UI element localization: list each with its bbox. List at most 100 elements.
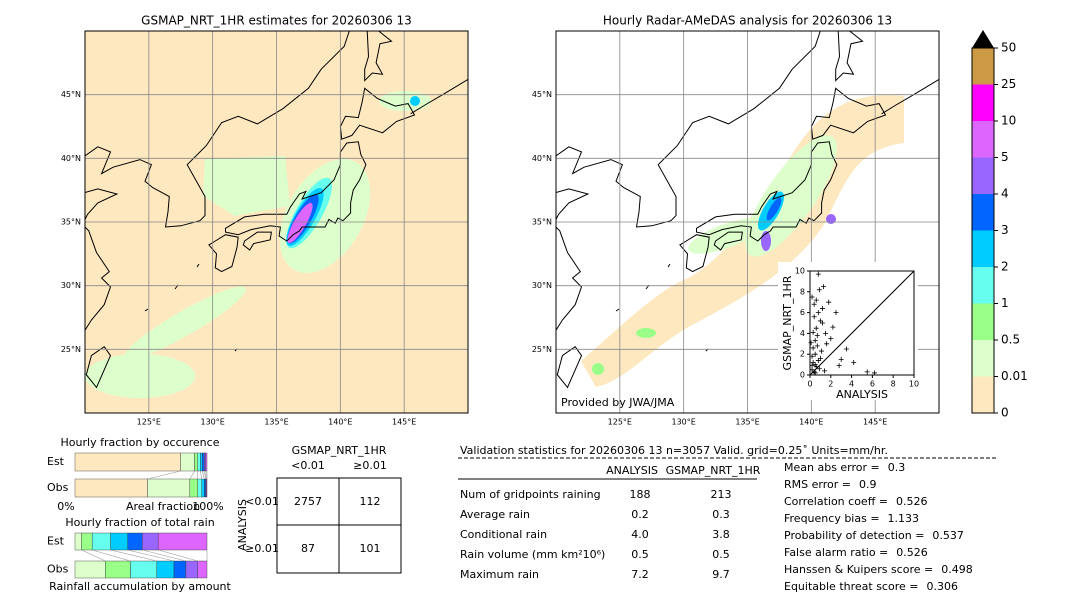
scatter-point bbox=[824, 341, 830, 347]
x-tick-label: 8 bbox=[891, 380, 896, 389]
bar-segment bbox=[91, 532, 111, 551]
stats-column: ANALYSIS bbox=[606, 464, 658, 477]
guide-line bbox=[92, 549, 131, 562]
score-label: Hanssen & Kuipers score = bbox=[784, 563, 933, 576]
score-line: Hanssen & Kuipers score = 0.498 bbox=[784, 563, 973, 576]
bar-segment bbox=[147, 478, 191, 498]
scatter-point bbox=[809, 353, 815, 359]
score-value: 0.3 bbox=[888, 461, 906, 474]
score-label: Correlation coeff = bbox=[784, 495, 888, 508]
stats-value: 4.0 bbox=[631, 528, 649, 541]
lon-tick-label: 145°E bbox=[863, 418, 887, 427]
scatter-point bbox=[864, 369, 870, 375]
bar-segment bbox=[200, 452, 203, 472]
lon-tick-label: 145°E bbox=[392, 418, 416, 427]
guide-line bbox=[110, 549, 157, 562]
colorbar-extend bbox=[972, 30, 994, 48]
scatter-point bbox=[816, 366, 822, 372]
stats-value: 0.3 bbox=[712, 508, 730, 521]
map-estimates: GSMAP_NRT_1HR estimates for 20260306 13 4… bbox=[61, 14, 469, 427]
lat-tick-label: 25°N bbox=[532, 345, 552, 354]
score-value: 0.526 bbox=[896, 546, 928, 559]
x-tick-label: 6 bbox=[870, 380, 875, 389]
x-tick-label: 0 bbox=[807, 380, 812, 389]
bar-segment bbox=[206, 478, 208, 498]
stats-row-label: Maximum rain bbox=[460, 568, 539, 581]
scatter-point bbox=[838, 356, 844, 362]
score-line: Correlation coeff = 0.526 bbox=[784, 495, 928, 508]
stats-value: 0.5 bbox=[712, 548, 730, 561]
lon-tick-label: 135°E bbox=[735, 418, 759, 427]
colorbar-segment bbox=[972, 48, 994, 85]
score-line: RMS error = 0.9 bbox=[784, 478, 876, 491]
stats-value: 9.7 bbox=[712, 568, 730, 581]
scatter-point bbox=[822, 368, 828, 374]
col-label: <0.01 bbox=[291, 459, 325, 472]
score-value: 0.526 bbox=[896, 495, 928, 508]
row-label: <0.01 bbox=[245, 495, 279, 508]
colorbar-segment bbox=[972, 157, 994, 194]
scatter-point bbox=[826, 299, 832, 305]
row-title: ANALYSIS bbox=[236, 499, 249, 551]
stats-title: Validation statistics for 20260306 13 n=… bbox=[460, 444, 888, 457]
table-cell: 2757 bbox=[294, 495, 322, 508]
guide-line bbox=[147, 470, 181, 480]
scatter-point bbox=[811, 314, 817, 320]
lat-tick-label: 25°N bbox=[61, 345, 81, 354]
bar-segment bbox=[205, 452, 208, 472]
score-line: Probability of detection = 0.537 bbox=[784, 529, 964, 542]
scatter-point bbox=[812, 370, 818, 376]
x-tick-label: 2 bbox=[828, 380, 833, 389]
bar-segment bbox=[142, 532, 159, 551]
stats-value: 188 bbox=[630, 488, 651, 501]
bar-segment bbox=[74, 478, 148, 498]
y-tick-label: 10 bbox=[795, 267, 805, 276]
score-line: False alarm ratio = 0.526 bbox=[784, 546, 928, 559]
stats-row-label: Conditional rain bbox=[460, 528, 547, 541]
y-tick-label: 4 bbox=[800, 329, 805, 338]
scatter-point bbox=[812, 351, 818, 357]
scatter-point bbox=[843, 346, 849, 352]
stats-column: GSMAP_NRT_1HR bbox=[666, 464, 761, 477]
map-frame bbox=[555, 30, 940, 414]
table-cell: 87 bbox=[301, 542, 315, 555]
scatter-point bbox=[814, 343, 820, 349]
colorbar-label: 10 bbox=[1001, 114, 1016, 128]
scatter-point bbox=[814, 332, 820, 338]
lat-tick-label: 45°N bbox=[61, 90, 81, 99]
bar-segment bbox=[74, 560, 106, 579]
bar-segment bbox=[173, 560, 187, 579]
col-label: ≥0.01 bbox=[353, 459, 387, 472]
score-value: 1.133 bbox=[888, 512, 920, 525]
lon-tick-label: 140°E bbox=[799, 418, 823, 427]
stats-value: 3.8 bbox=[712, 528, 730, 541]
axis-mid: Areal fraction bbox=[126, 500, 200, 513]
colorbar-label: 2 bbox=[1001, 260, 1009, 274]
bar-segment bbox=[201, 478, 205, 498]
stats-row-label: Num of gridpoints raining bbox=[460, 488, 601, 501]
scatter-point bbox=[813, 364, 819, 370]
guide-line bbox=[189, 470, 195, 480]
lat-tick-label: 35°N bbox=[532, 218, 552, 227]
graticule bbox=[85, 31, 468, 413]
scatter-point bbox=[809, 363, 815, 369]
lon-tick-label: 130°E bbox=[672, 418, 696, 427]
bar-segment bbox=[194, 452, 198, 472]
scatter-frame bbox=[809, 270, 915, 376]
lat-tick-label: 30°N bbox=[61, 281, 81, 290]
bar-segment bbox=[197, 560, 208, 579]
scatter-background bbox=[778, 262, 918, 400]
scatter-point bbox=[830, 324, 836, 330]
scatter-point bbox=[828, 336, 834, 342]
colorbar-label: 0 bbox=[1001, 406, 1009, 420]
bar-segment bbox=[197, 478, 202, 498]
score-value: 0.498 bbox=[941, 563, 973, 576]
bar-segment bbox=[180, 452, 195, 472]
score-label: Equitable threat score = bbox=[784, 580, 918, 593]
lon-tick-label: 125°E bbox=[608, 418, 632, 427]
scatter-point bbox=[810, 329, 816, 335]
colorbar-segment bbox=[972, 340, 994, 377]
guide-line bbox=[200, 470, 203, 480]
